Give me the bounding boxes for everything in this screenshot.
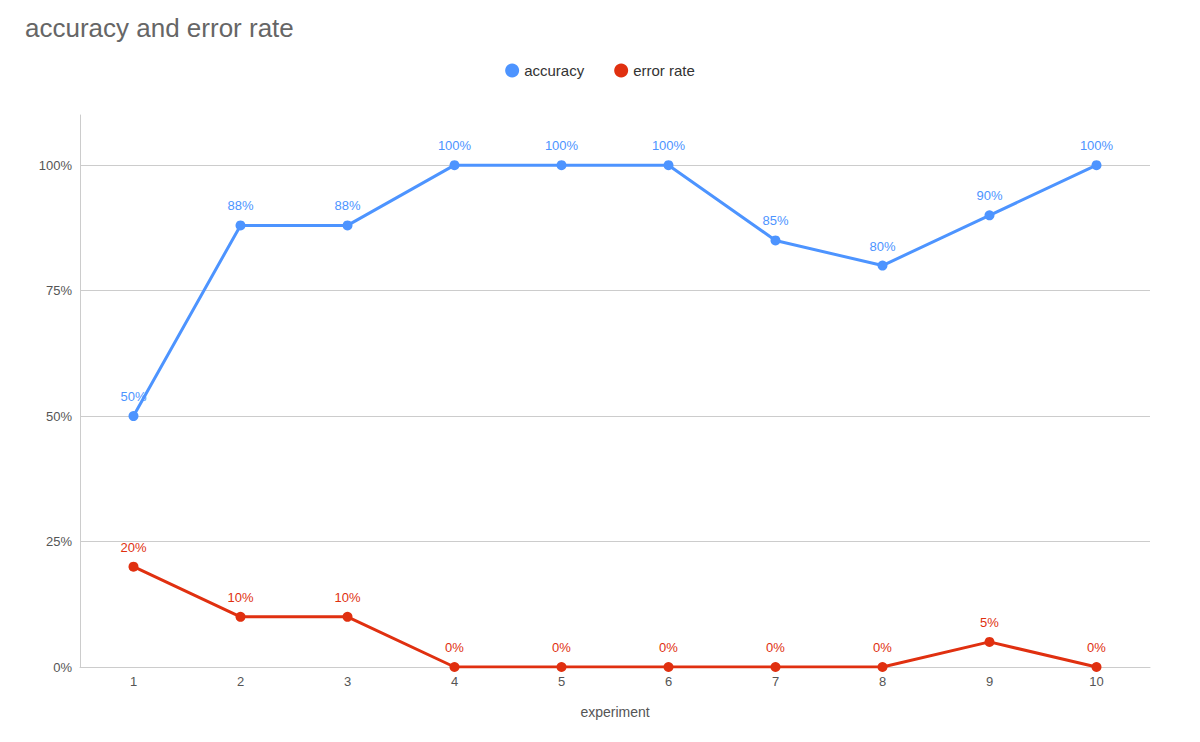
svg-text:0%: 0%	[766, 640, 785, 655]
svg-text:0%: 0%	[1087, 640, 1106, 655]
svg-text:88%: 88%	[334, 198, 360, 213]
svg-text:100%: 100%	[545, 138, 579, 153]
svg-text:0%: 0%	[659, 640, 678, 655]
svg-text:7: 7	[772, 674, 779, 689]
svg-text:2: 2	[237, 674, 244, 689]
svg-text:10%: 10%	[334, 590, 360, 605]
svg-text:50%: 50%	[120, 389, 146, 404]
svg-text:4: 4	[451, 674, 458, 689]
svg-text:experiment: experiment	[580, 704, 649, 720]
svg-text:100%: 100%	[1080, 138, 1114, 153]
svg-text:10: 10	[1089, 674, 1103, 689]
svg-text:error rate: error rate	[633, 62, 695, 79]
svg-text:6: 6	[665, 674, 672, 689]
svg-text:5: 5	[558, 674, 565, 689]
svg-text:1: 1	[130, 674, 137, 689]
svg-text:0%: 0%	[552, 640, 571, 655]
svg-text:100%: 100%	[438, 138, 472, 153]
svg-text:0%: 0%	[445, 640, 464, 655]
svg-text:0%: 0%	[873, 640, 892, 655]
svg-text:50%: 50%	[46, 409, 72, 424]
svg-text:accuracy: accuracy	[524, 62, 585, 79]
svg-text:0%: 0%	[53, 660, 72, 675]
svg-text:10%: 10%	[227, 590, 253, 605]
svg-text:100%: 100%	[39, 158, 73, 173]
svg-text:25%: 25%	[46, 534, 72, 549]
svg-text:3: 3	[344, 674, 351, 689]
svg-text:100%: 100%	[652, 138, 686, 153]
svg-text:75%: 75%	[46, 283, 72, 298]
svg-text:9: 9	[986, 674, 993, 689]
svg-text:20%: 20%	[120, 540, 146, 555]
svg-text:accuracy and error rate: accuracy and error rate	[25, 13, 294, 43]
svg-text:80%: 80%	[869, 239, 895, 254]
svg-text:8: 8	[879, 674, 886, 689]
svg-text:5%: 5%	[980, 615, 999, 630]
svg-text:90%: 90%	[976, 188, 1002, 203]
svg-text:85%: 85%	[762, 213, 788, 228]
svg-text:88%: 88%	[227, 198, 253, 213]
